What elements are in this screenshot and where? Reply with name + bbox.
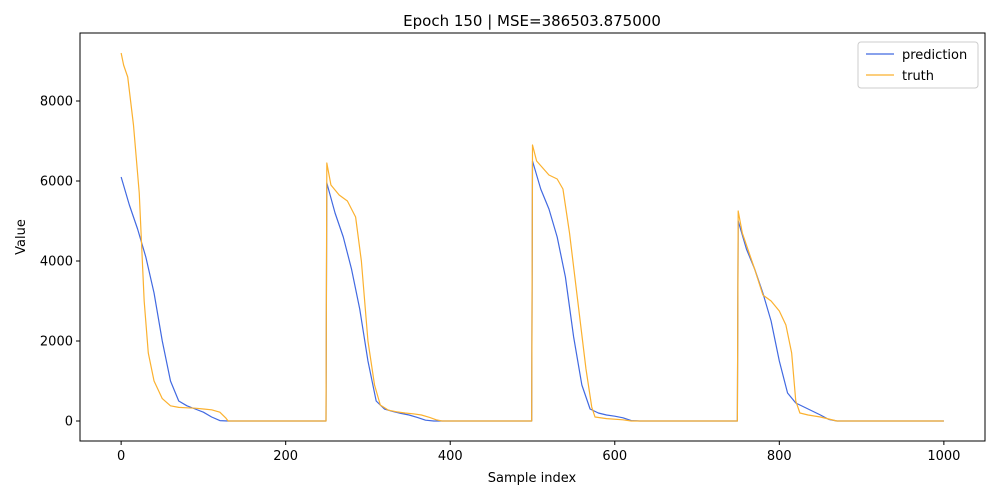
y-tick-label: 2000 (40, 335, 73, 350)
x-tick-label: 400 (438, 449, 463, 464)
x-tick-label: 200 (273, 449, 298, 464)
x-ticks: 0 200 400 600 800 1000 (117, 441, 960, 464)
y-ticks: 0 2000 4000 6000 8000 (40, 95, 80, 430)
legend-label-truth: truth (902, 69, 934, 84)
plot-frame (79, 32, 986, 442)
legend-label-prediction: prediction (902, 48, 967, 63)
x-tick-label: 800 (767, 449, 792, 464)
y-tick-label: 8000 (40, 95, 73, 110)
x-axis-label: Sample index (488, 471, 577, 486)
y-axis-label: Value (14, 219, 29, 255)
y-tick-label: 4000 (40, 255, 73, 270)
legend: prediction truth (857, 41, 979, 89)
x-tick-label: 600 (602, 449, 627, 464)
x-tick-label: 0 (117, 449, 125, 464)
x-tick-label: 1000 (927, 449, 960, 464)
y-tick-label: 6000 (40, 175, 73, 190)
series-layer (120, 52, 944, 422)
y-tick-label: 0 (65, 415, 73, 430)
chart-title: Epoch 150 | MSE=386503.875000 (403, 12, 661, 30)
series-line-truth (120, 52, 944, 422)
